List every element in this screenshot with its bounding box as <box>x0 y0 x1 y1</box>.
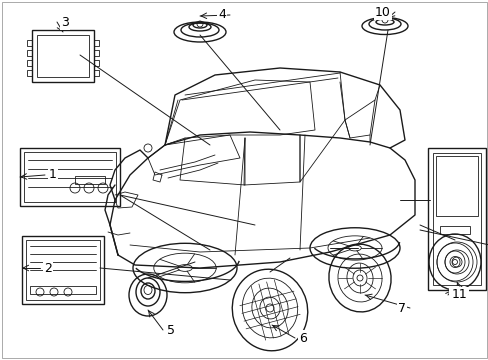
Bar <box>20 148 120 206</box>
Bar <box>75 176 105 184</box>
Text: 3: 3 <box>61 15 69 28</box>
Bar <box>435 156 477 216</box>
Bar <box>432 153 480 285</box>
Bar <box>27 40 32 46</box>
Bar <box>94 40 99 46</box>
Text: 2: 2 <box>44 261 52 274</box>
Bar <box>27 50 32 56</box>
Text: 10: 10 <box>374 5 390 18</box>
Bar <box>32 30 94 82</box>
Bar <box>94 70 99 76</box>
Text: 4: 4 <box>218 9 225 22</box>
Text: 5: 5 <box>167 324 175 337</box>
Text: 11: 11 <box>451 288 467 302</box>
Bar <box>27 70 32 76</box>
Bar <box>26 240 100 300</box>
Text: 7: 7 <box>397 302 405 315</box>
Bar <box>24 152 116 202</box>
Bar <box>94 60 99 66</box>
Bar <box>27 60 32 66</box>
Bar <box>427 148 485 290</box>
Bar <box>94 50 99 56</box>
Text: 1: 1 <box>49 168 57 181</box>
Bar <box>30 286 96 294</box>
Text: 6: 6 <box>298 332 306 345</box>
Bar <box>22 236 104 304</box>
Bar <box>37 35 89 77</box>
Text: 8: 8 <box>449 288 457 301</box>
Bar <box>439 226 469 234</box>
